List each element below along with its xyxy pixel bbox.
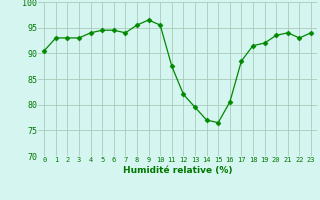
X-axis label: Humidité relative (%): Humidité relative (%) [123,166,232,175]
